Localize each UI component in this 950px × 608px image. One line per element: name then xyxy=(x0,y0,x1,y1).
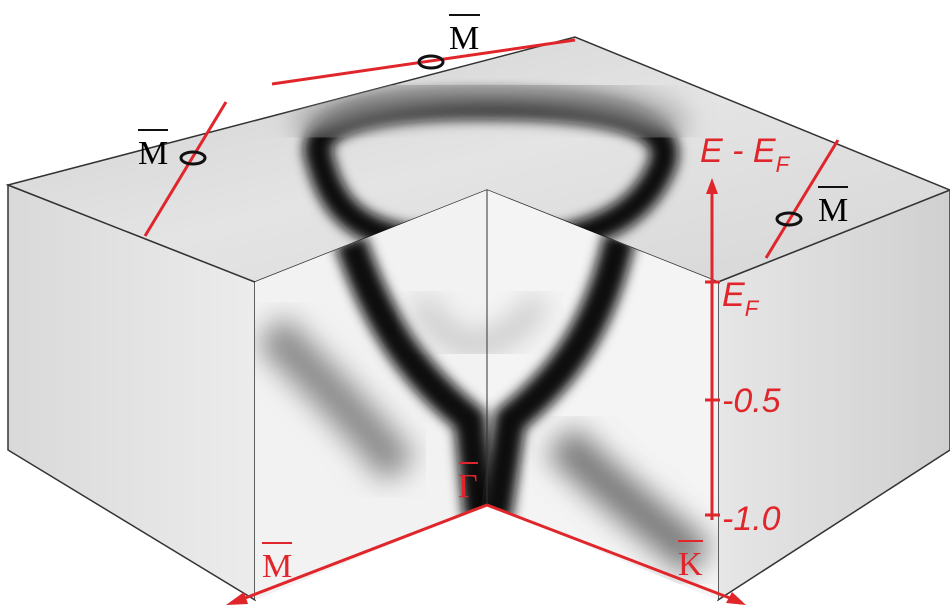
m-right: M xyxy=(818,192,848,229)
tick-label: -0.5 xyxy=(722,382,781,420)
gamma: Γ xyxy=(458,468,478,505)
arpes-cube: M M M M Γ K E - EF EF -0.5 -1.0 xyxy=(0,0,950,608)
m-left: M xyxy=(138,135,168,172)
axis-title-main: E - E xyxy=(700,132,776,170)
fermi-sub: F xyxy=(745,296,760,321)
m-bottom: M xyxy=(262,548,292,585)
m-top: M xyxy=(449,20,479,57)
k: K xyxy=(678,546,703,583)
tick-label: -1.0 xyxy=(722,500,781,538)
axis-title-sub: F xyxy=(776,152,791,177)
fermi-main: E xyxy=(722,276,745,314)
